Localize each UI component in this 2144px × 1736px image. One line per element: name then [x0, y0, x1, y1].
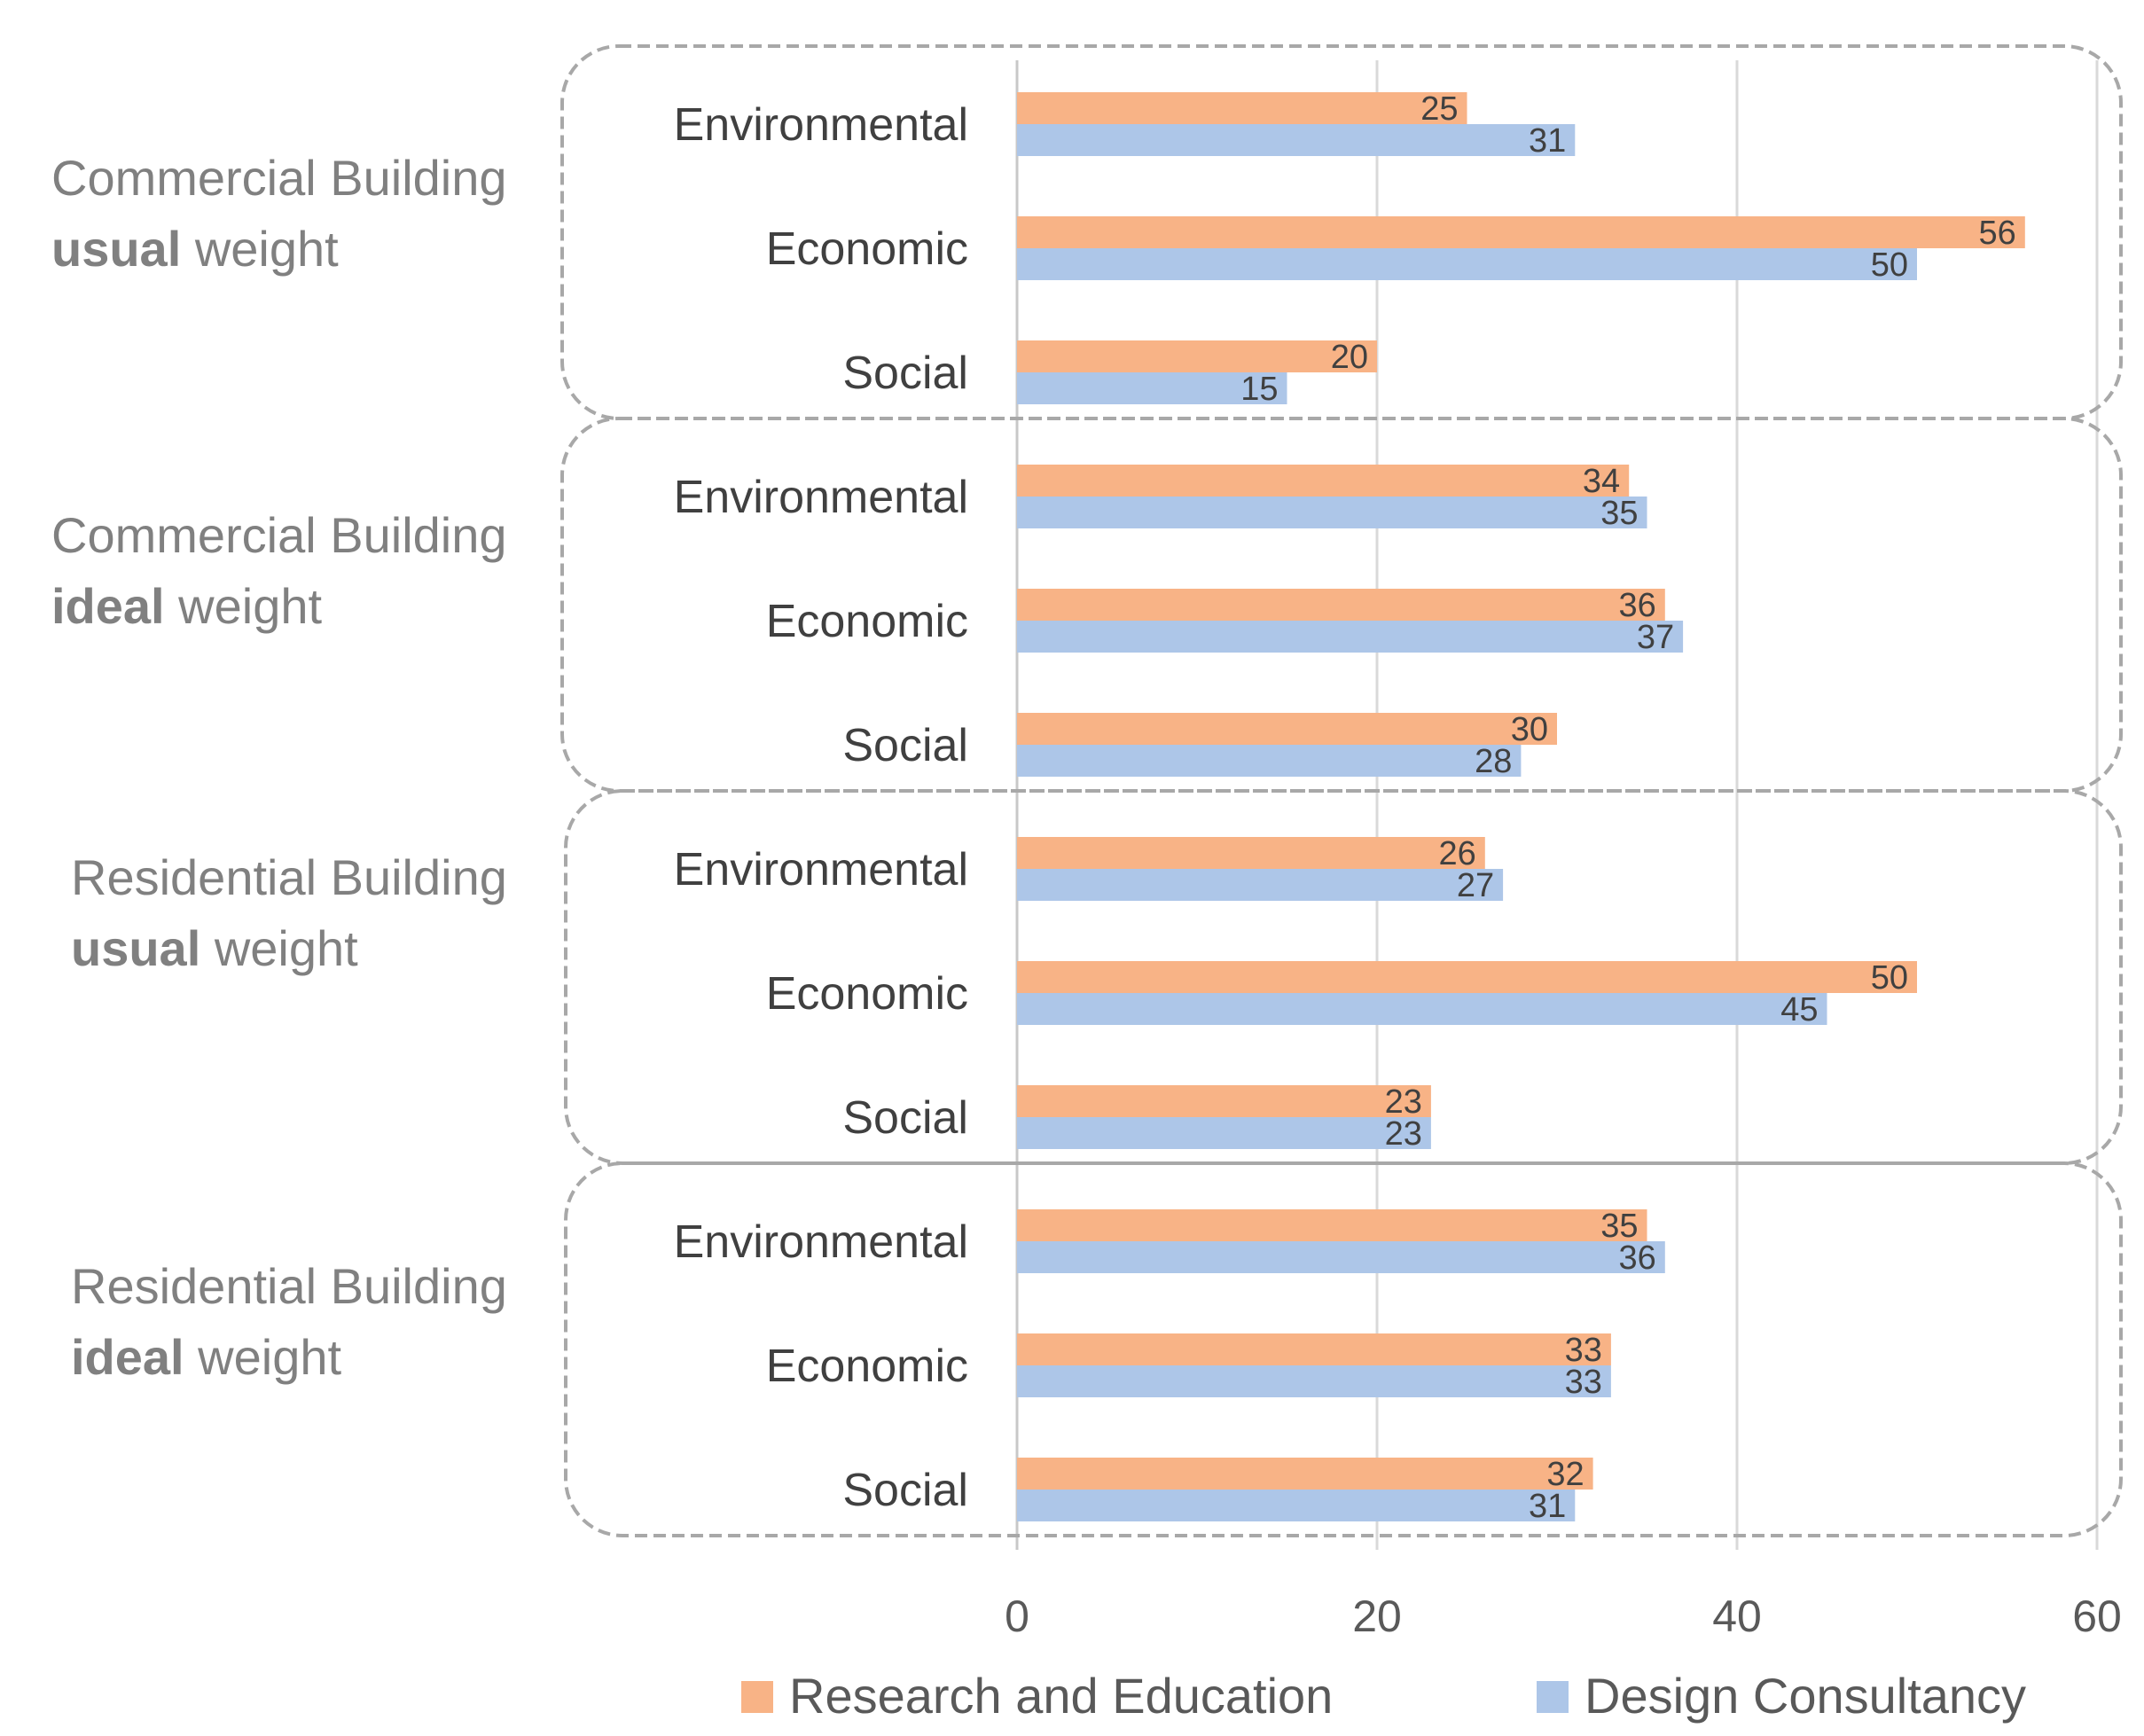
value-label-research-education: 35 [1600, 1208, 1638, 1245]
legend-swatch-0 [741, 1681, 773, 1713]
group-label-bold: ideal [51, 578, 165, 634]
group-label-line2: usual weight [51, 221, 339, 277]
bar-design-consultancy [1017, 248, 1917, 280]
category-label: Social [842, 720, 968, 771]
bar-research-education [1017, 465, 1630, 497]
bar-research-education [1017, 589, 1665, 621]
legend-label-1: Design Consultancy [1585, 1668, 2026, 1724]
category-label: Environmental [674, 844, 968, 895]
x-tick-label: 60 [2072, 1591, 2122, 1641]
bar-research-education [1017, 713, 1557, 745]
group-label-rest: weight [184, 1329, 342, 1385]
group-label-line2: ideal weight [71, 1329, 342, 1385]
group-label-line1: Residential Building [71, 849, 507, 905]
x-axis-ticks: 0 20 40 60 [1005, 1591, 2122, 1641]
group-box [560, 417, 2123, 793]
value-label-research-education: 36 [1619, 587, 1656, 624]
category-label: Economic [766, 223, 968, 275]
bar-design-consultancy [1017, 1490, 1576, 1521]
group-label-bold: usual [51, 221, 181, 277]
labels: Commercial Building usual weight Environme… [51, 90, 2016, 1525]
group-label-line2: usual weight [71, 920, 358, 976]
value-label-research-education: 23 [1385, 1083, 1422, 1121]
group-label-rest: weight [181, 221, 339, 277]
value-label-design-consultancy: 45 [1780, 991, 1818, 1028]
category-label: Social [842, 1465, 968, 1516]
value-label-design-consultancy: 27 [1457, 867, 1494, 904]
value-label-design-consultancy: 28 [1475, 743, 1512, 780]
value-label-design-consultancy: 50 [1871, 246, 1908, 284]
group-label-line1: Residential Building [71, 1258, 507, 1314]
group-label-bold: ideal [71, 1329, 184, 1385]
value-label-research-education: 50 [1871, 959, 1908, 997]
bar-design-consultancy [1017, 1365, 1611, 1397]
value-label-research-education: 32 [1546, 1456, 1584, 1493]
bar-design-consultancy [1017, 1241, 1665, 1273]
value-label-design-consultancy: 35 [1600, 495, 1638, 532]
category-label: Economic [766, 1341, 968, 1392]
bar-design-consultancy [1017, 621, 1684, 653]
value-label-design-consultancy: 31 [1529, 1488, 1566, 1525]
value-label-design-consultancy: 36 [1619, 1239, 1656, 1277]
group-box [564, 789, 2123, 1165]
bars [1017, 92, 2025, 1521]
x-tick-label: 40 [1712, 1591, 1762, 1641]
group-label-line2: ideal weight [51, 578, 323, 634]
gridlines [1015, 60, 2099, 1550]
value-label-research-education: 20 [1331, 339, 1368, 376]
bar-research-education [1017, 92, 1467, 124]
x-tick-label: 0 [1005, 1591, 1029, 1641]
group-box [560, 44, 2123, 420]
group-box [564, 1161, 2123, 1537]
value-label-design-consultancy: 31 [1529, 122, 1566, 160]
bar-design-consultancy [1017, 497, 1647, 528]
bar-research-education [1017, 961, 1917, 993]
value-label-research-education: 25 [1420, 90, 1458, 128]
bar-design-consultancy [1017, 745, 1522, 777]
group-label-rest: weight [200, 920, 358, 976]
category-label: Environmental [674, 472, 968, 523]
bar-research-education [1017, 1333, 1611, 1365]
value-label-research-education: 56 [1979, 215, 2016, 252]
bar-design-consultancy [1017, 372, 1287, 404]
value-label-research-education: 30 [1511, 711, 1548, 748]
category-label: Economic [766, 968, 968, 1020]
bar-research-education [1017, 216, 2025, 248]
group-label-line1: Commercial Building [51, 150, 507, 206]
value-label-research-education: 34 [1583, 463, 1620, 500]
bar-design-consultancy [1017, 124, 1576, 156]
group-label-line1: Commercial Building [51, 507, 507, 563]
x-tick-label: 20 [1352, 1591, 1402, 1641]
category-label: Social [842, 1092, 968, 1144]
value-label-research-education: 26 [1439, 835, 1476, 872]
category-label: Social [842, 348, 968, 399]
bar-research-education [1017, 1085, 1431, 1117]
bar-design-consultancy [1017, 1117, 1431, 1149]
bar-research-education [1017, 340, 1377, 372]
category-label: Environmental [674, 99, 968, 151]
bar-research-education [1017, 1458, 1593, 1490]
group-label-bold: usual [71, 920, 200, 976]
legend-label-0: Research and Education [789, 1668, 1333, 1724]
bar-research-education [1017, 1209, 1647, 1241]
value-label-design-consultancy: 37 [1637, 619, 1674, 656]
value-label-design-consultancy: 33 [1565, 1364, 1602, 1401]
bar-design-consultancy [1017, 993, 1827, 1025]
bar-research-education [1017, 837, 1485, 869]
legend-swatch-1 [1537, 1681, 1569, 1713]
value-label-research-education: 33 [1565, 1332, 1602, 1369]
value-label-design-consultancy: 15 [1240, 371, 1278, 408]
bar-design-consultancy [1017, 869, 1504, 901]
group-label-rest: weight [165, 578, 323, 634]
group-boxes [560, 44, 2123, 1537]
category-label: Environmental [674, 1216, 968, 1268]
legend: Research and Education Design Consultancy [741, 1668, 2026, 1724]
category-label: Economic [766, 596, 968, 647]
value-label-design-consultancy: 23 [1385, 1115, 1422, 1153]
